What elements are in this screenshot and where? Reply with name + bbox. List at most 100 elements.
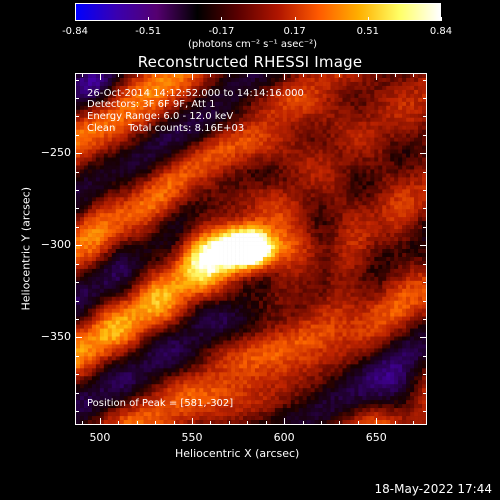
heatmap-cell [422, 276, 426, 282]
heatmap-cell [370, 237, 375, 242]
heatmap-cell [231, 284, 236, 290]
heatmap-cell [302, 268, 307, 274]
heatmap-cell [91, 241, 97, 246]
heatmap-cell [410, 256, 415, 262]
heatmap-cell [406, 260, 411, 266]
heatmap-cell [306, 213, 311, 218]
heatmap-cell [350, 141, 355, 146]
heatmap-cell [211, 197, 216, 202]
heatmap-cell [223, 74, 228, 79]
heatmap-cell [203, 280, 208, 286]
heatmap-cell [302, 272, 307, 278]
heatmap-cell [282, 268, 288, 274]
heatmap-cell [99, 113, 105, 119]
heatmap-cell [262, 233, 268, 238]
heatmap-cell [254, 105, 260, 111]
heatmap-cell [223, 245, 228, 250]
heatmap-cell [342, 74, 347, 79]
heatmap-cell [191, 169, 196, 174]
heatmap-cell [394, 237, 399, 242]
heatmap-cell [251, 217, 256, 222]
heatmap-cell [207, 296, 212, 302]
heatmap-cell [83, 249, 89, 254]
heatmap-cell [314, 77, 319, 83]
heatmap-cell [294, 153, 300, 158]
heatmap-cell [195, 256, 200, 262]
heatmap-cell [187, 268, 192, 274]
heatmap-cell [219, 276, 224, 282]
heatmap-cell [294, 97, 300, 103]
heatmap-cell [123, 149, 129, 154]
heatmap-cell [123, 252, 129, 258]
heatmap-cell [151, 125, 156, 130]
heatmap-cell [338, 217, 343, 222]
heatmap-cell [151, 197, 156, 202]
heatmap-cell [282, 145, 288, 150]
heatmap-cell [167, 197, 172, 202]
heatmap-cell [258, 137, 264, 142]
heatmap-cell [410, 284, 415, 290]
heatmap-cell [187, 74, 192, 79]
heatmap-cell [386, 149, 391, 154]
heatmap-cell [251, 125, 256, 130]
heatmap-cell [239, 93, 244, 99]
heatmap-cell [107, 193, 113, 198]
heatmap-cell [143, 105, 148, 111]
heatmap-cell [239, 189, 244, 194]
heatmap-cell [147, 137, 152, 142]
heatmap-cell [334, 169, 339, 174]
heatmap-cell [203, 245, 208, 250]
heatmap-cell [123, 161, 129, 166]
heatmap-cell [111, 241, 117, 246]
heatmap-cell [115, 193, 121, 198]
heatmap-cell [266, 201, 272, 206]
heatmap-cell [314, 185, 319, 190]
heatmap-cell [354, 137, 359, 142]
heatmap-cell [274, 125, 280, 130]
heatmap-cell [215, 225, 220, 230]
heatmap-cell [310, 213, 315, 218]
heatmap-cell [179, 229, 184, 234]
heatmap-cell [266, 209, 272, 214]
heatmap-cell [302, 280, 307, 286]
heatmap-cell [163, 213, 168, 218]
heatmap-cell [358, 217, 363, 222]
heatmap-cell [406, 169, 411, 174]
heatmap-cell [258, 185, 264, 190]
heatmap-cell [258, 93, 264, 99]
heatmap-cell [346, 249, 351, 254]
heatmap-cell [330, 280, 335, 286]
heatmap-cell [314, 249, 319, 254]
heatmap-cell [386, 101, 391, 107]
heatmap-cell [422, 133, 426, 138]
flare-heatmap [76, 74, 426, 424]
heatmap-cell [87, 121, 93, 127]
heatmap-cell [274, 252, 280, 258]
heatmap-cell [99, 93, 105, 99]
heatmap-cell [254, 185, 260, 190]
heatmap-cell [290, 97, 296, 103]
heatmap-cell [231, 145, 236, 150]
heatmap-cell [115, 81, 121, 87]
heatmap-cell [123, 280, 129, 286]
heatmap-cell [119, 173, 125, 178]
heatmap-cell [258, 89, 264, 95]
heatmap-cell [179, 260, 184, 266]
heatmap-cell [183, 177, 188, 182]
heatmap-cell [330, 74, 335, 79]
heatmap-cell [418, 264, 423, 270]
heatmap-cell [302, 241, 307, 246]
heatmap-cell [111, 260, 117, 266]
heatmap-cell [103, 141, 109, 146]
heatmap-cell [422, 237, 426, 242]
heatmap-cell [354, 217, 359, 222]
heatmap-cell [338, 284, 343, 290]
heatmap-cell [390, 237, 395, 242]
heatmap-cell [334, 93, 339, 99]
heatmap-cell [358, 117, 363, 123]
heatmap-cell [239, 233, 244, 238]
heatmap-cell [83, 137, 89, 142]
heatmap-cell [167, 74, 172, 79]
heatmap-cell [278, 225, 284, 230]
heatmap-cell [362, 165, 367, 170]
